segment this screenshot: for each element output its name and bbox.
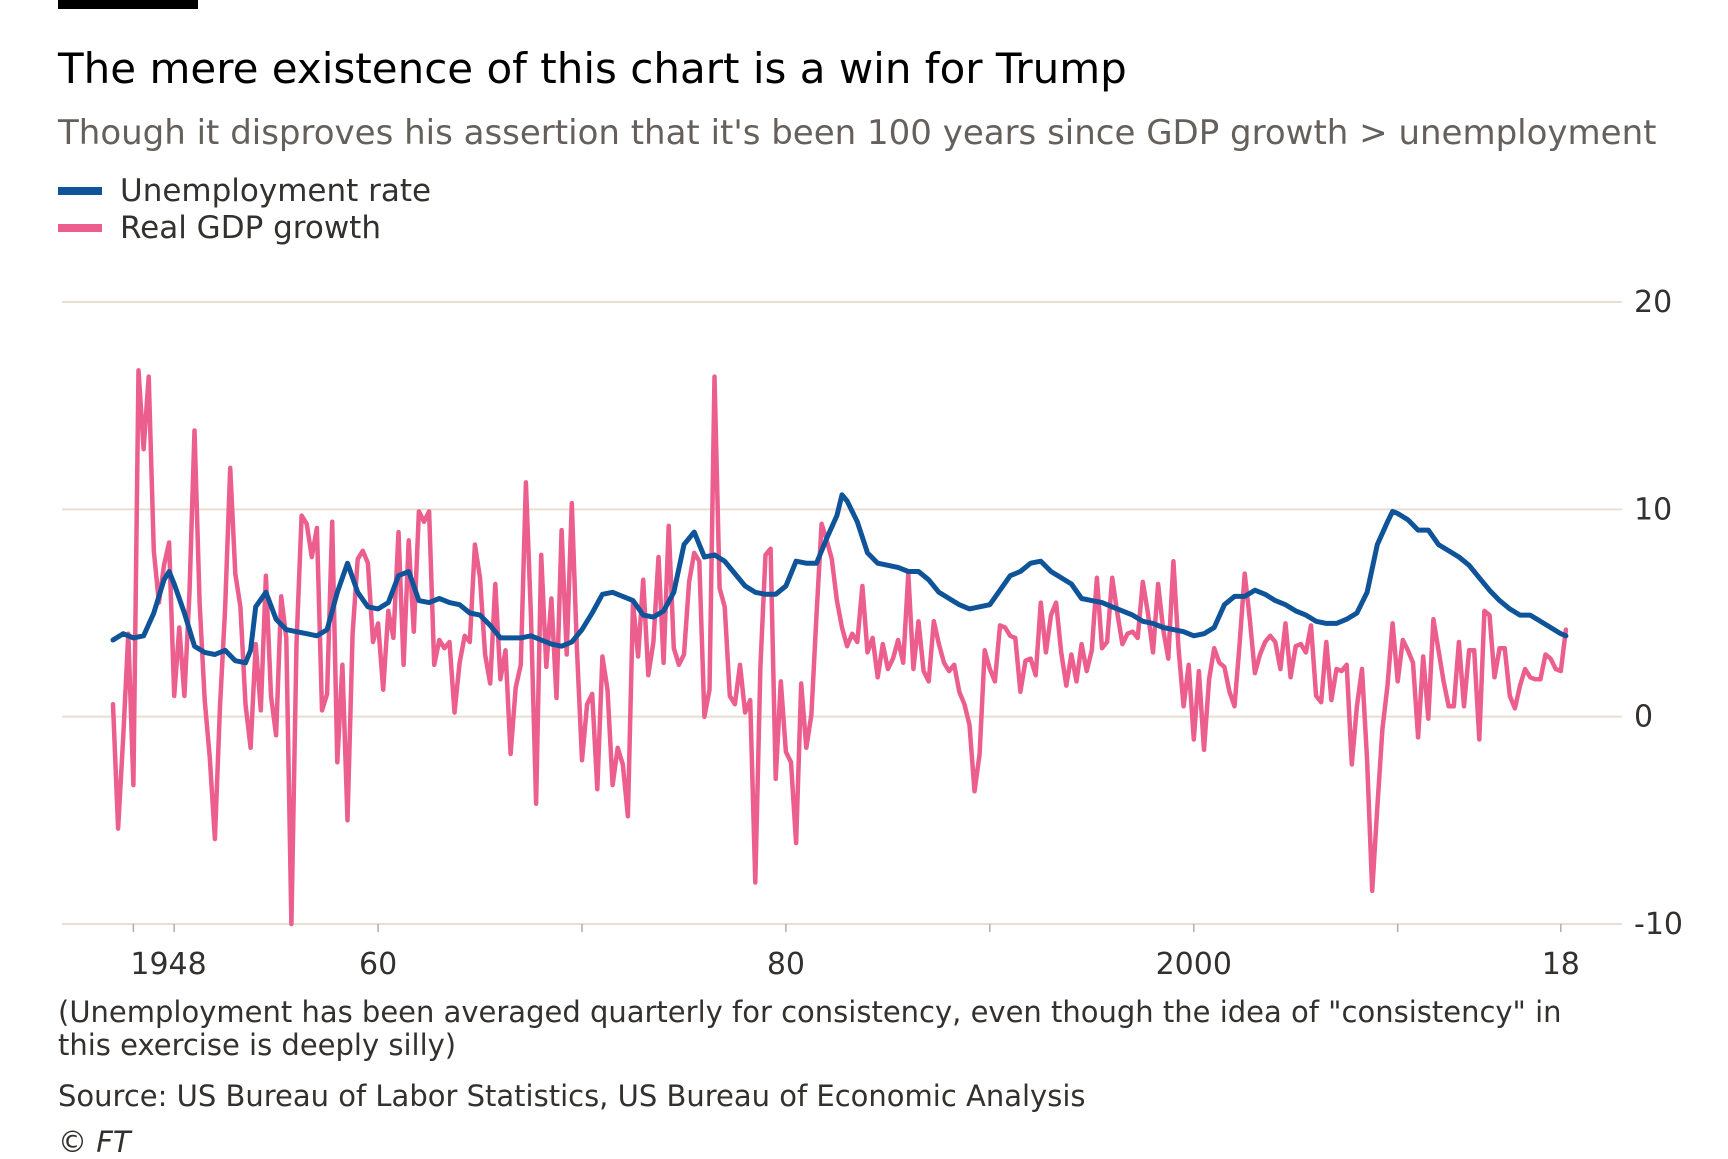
series-line-unemployment xyxy=(110,492,1569,666)
legend-swatch-gdp xyxy=(58,223,102,232)
chart-subtitle: Though it disproves his assertion that i… xyxy=(58,113,1657,153)
legend-label-gdp: Real GDP growth xyxy=(120,209,381,246)
chart-title: The mere existence of this chart is a wi… xyxy=(58,44,1127,93)
legend: Unemployment rate Real GDP growth xyxy=(58,172,431,246)
chart-note: (Unemployment has been averaged quarterl… xyxy=(58,995,1562,1062)
x-tick-label-18: 18 xyxy=(1542,947,1580,982)
y-tick-label-10: 10 xyxy=(1634,492,1672,527)
line-chart: 20 10 0 -10 1948 60 80 2000 18 xyxy=(62,285,1683,982)
series-line-gdp xyxy=(110,368,1569,927)
source-note: Source: US Bureau of Labor Statistics, U… xyxy=(58,1079,1086,1113)
brand-bar xyxy=(58,0,198,9)
x-tick-label-2000: 2000 xyxy=(1156,947,1232,982)
legend-label-unemployment: Unemployment rate xyxy=(120,172,432,209)
y-tick-label--10: -10 xyxy=(1634,907,1683,942)
legend-item-gdp: Real GDP growth xyxy=(58,209,431,246)
x-tick-label-60: 60 xyxy=(359,947,397,982)
legend-item-unemployment: Unemployment rate xyxy=(58,172,431,209)
y-tick-label-20: 20 xyxy=(1634,285,1672,320)
legend-swatch-unemployment xyxy=(58,186,102,195)
x-tick-label-1948: 1948 xyxy=(130,947,206,982)
copyright: © FT xyxy=(58,1125,131,1159)
x-tick-label-80: 80 xyxy=(767,947,805,982)
y-tick-label-0: 0 xyxy=(1634,700,1653,735)
